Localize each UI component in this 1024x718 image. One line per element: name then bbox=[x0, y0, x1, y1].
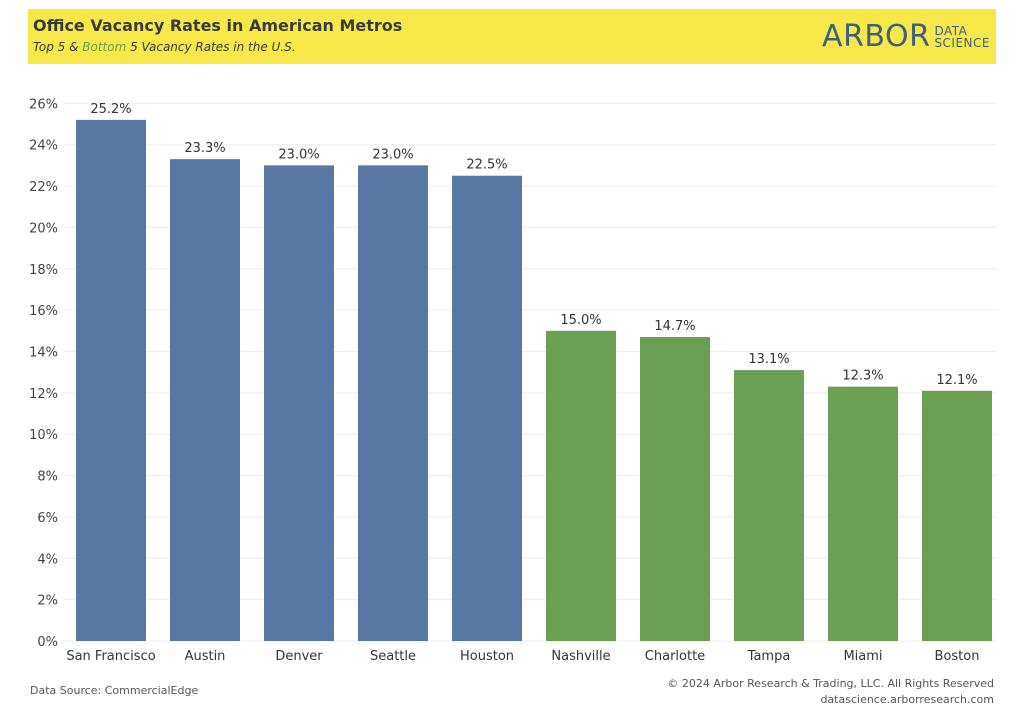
bar bbox=[170, 159, 240, 641]
y-tick-label: 24% bbox=[29, 139, 58, 154]
y-tick-label: 8% bbox=[37, 470, 58, 485]
y-tick-label: 22% bbox=[29, 180, 58, 195]
logo-sub-line1: DATA bbox=[934, 24, 968, 38]
data-label: 13.1% bbox=[748, 352, 789, 367]
data-source-note: Data Source: CommercialEdge bbox=[30, 684, 199, 697]
y-tick-label: 18% bbox=[29, 263, 58, 278]
bar-chart: 0% 2% 4% 6% 8% 10% 12% 14% 16% 18% 20% 22% 24% 26% 25.… bbox=[29, 97, 996, 664]
x-tick-label: Houston bbox=[460, 649, 514, 664]
subtitle-rest: 5 Vacancy Rates in the U.S. bbox=[126, 40, 296, 54]
data-label: 23.0% bbox=[278, 147, 319, 162]
x-tick-label: Nashville bbox=[551, 649, 610, 664]
y-tick-label: 14% bbox=[29, 345, 58, 360]
y-tick-label: 26% bbox=[29, 97, 58, 112]
bar bbox=[828, 386, 898, 641]
logo-sub-line2: SCIENCE bbox=[934, 36, 990, 50]
bar bbox=[546, 330, 616, 641]
data-label: 12.3% bbox=[842, 369, 883, 384]
y-tick-label: 10% bbox=[29, 428, 58, 443]
data-label: 22.5% bbox=[466, 158, 507, 173]
data-label: 25.2% bbox=[90, 102, 131, 117]
bar bbox=[452, 175, 522, 641]
logo-subtitle: DATA SCIENCE bbox=[934, 25, 990, 49]
y-tick-label: 16% bbox=[29, 304, 58, 319]
x-tick-label: Austin bbox=[185, 649, 226, 664]
bar bbox=[734, 370, 804, 641]
y-tick-label: 20% bbox=[29, 221, 58, 236]
logo-word: ARBOR bbox=[822, 19, 931, 54]
x-tick-label: Boston bbox=[935, 649, 980, 664]
data-label: 23.0% bbox=[372, 147, 413, 162]
data-label: 15.0% bbox=[560, 313, 601, 328]
bar bbox=[922, 390, 992, 641]
x-tick-label: Denver bbox=[275, 649, 323, 664]
arbor-logo: ARBOR DATA SCIENCE bbox=[822, 17, 990, 57]
chart-header: Office Vacancy Rates in American Metros … bbox=[28, 9, 996, 64]
y-tick-label: 2% bbox=[37, 594, 58, 609]
data-label: 14.7% bbox=[654, 319, 695, 334]
copyright-text: © 2024 Arbor Research & Trading, LLC. Al… bbox=[667, 677, 994, 690]
subtitle-top-label: Top 5 bbox=[33, 40, 66, 54]
subtitle-bottom-label: Bottom bbox=[82, 40, 127, 54]
chart-title: Office Vacancy Rates in American Metros bbox=[33, 16, 403, 35]
data-label: 12.1% bbox=[936, 373, 977, 388]
bar bbox=[264, 165, 334, 641]
bar bbox=[640, 337, 710, 641]
x-tick-label: San Francisco bbox=[66, 649, 155, 664]
y-tick-label: 4% bbox=[37, 552, 58, 567]
bar bbox=[76, 119, 146, 642]
data-label: 23.3% bbox=[184, 141, 225, 156]
subtitle-joiner: & bbox=[65, 40, 83, 54]
copyright-block: © 2024 Arbor Research & Trading, LLC. Al… bbox=[667, 676, 994, 708]
chart-subtitle: Top 5 & Bottom 5 Vacancy Rates in the U.… bbox=[33, 40, 296, 54]
bar bbox=[358, 165, 428, 641]
x-tick-label: Charlotte bbox=[645, 649, 705, 664]
y-tick-label: 0% bbox=[37, 635, 58, 650]
x-tick-label: Tampa bbox=[747, 649, 791, 664]
x-tick-label: Miami bbox=[843, 649, 882, 664]
x-tick-label: Seattle bbox=[370, 649, 416, 664]
y-tick-label: 12% bbox=[29, 387, 58, 402]
y-tick-label: 6% bbox=[37, 511, 58, 526]
website-text: datascience.arborresearch.com bbox=[820, 693, 994, 706]
